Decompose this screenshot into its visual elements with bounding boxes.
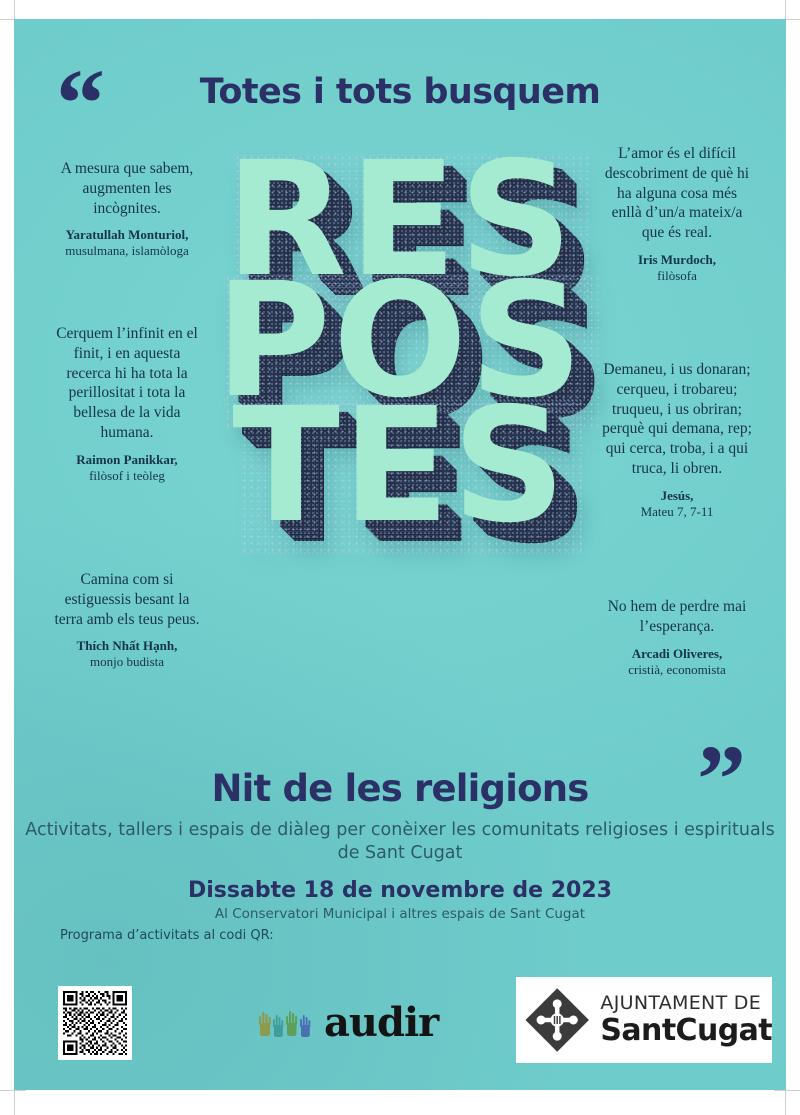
event-title: Nit de les religions xyxy=(211,767,589,810)
wordart-respostes: RES POS TES xyxy=(14,141,786,747)
ajuntament-wordmark: AJUNTAMENT DE SantCugat xyxy=(600,994,772,1046)
quote-attribution: Raimon Panikkar, filòsof i teòleg xyxy=(52,452,202,484)
quote-text: Demaneu, i us donaran; cerqueu, i trobar… xyxy=(602,361,752,478)
quote-attribution: Jesús, Mateu 7, 7-11 xyxy=(602,488,752,520)
quote-author: Thích Nhất Hạnh, xyxy=(76,638,178,654)
event-venue: Al Conservatori Municipal i altres espai… xyxy=(214,905,586,922)
close-quote-icon: ” xyxy=(697,726,746,834)
qr-label: Programa d’activitats al codi QR: xyxy=(60,928,274,943)
poster-canvas: “ ” Totes i tots busquem RES POS TES A m… xyxy=(14,19,786,1090)
quote-attribution: Iris Murdoch, filòsofa xyxy=(602,252,752,284)
crop-mark-bottom-left-h xyxy=(0,1090,26,1091)
quote-author: Arcadi Oliveres, xyxy=(631,645,723,661)
ajuntament-line-2: SantCugat xyxy=(600,1013,772,1048)
quote-text: A mesura que sabem, augmenten les incògn… xyxy=(60,160,194,217)
qr-code-image xyxy=(61,989,129,1057)
quote-author: Iris Murdoch, xyxy=(638,252,716,268)
quote-role: filòsofa xyxy=(657,268,697,283)
crop-mark-top-right-h xyxy=(774,19,800,20)
quote-left-3: Camina com si estiguessis besant la terr… xyxy=(52,570,202,670)
quote-left-1: A mesura que sabem, augmenten les incògn… xyxy=(52,159,202,259)
crop-mark-top-right-v xyxy=(785,0,786,26)
quote-right-3: No hem de perdre mai l’esperança. Arcadi… xyxy=(602,597,752,677)
quote-text: Camina com si estiguessis besant la terr… xyxy=(54,571,200,628)
quote-role: filòsof i teòleg xyxy=(89,467,165,483)
crop-mark-top-left-h xyxy=(0,19,26,20)
crop-mark-top-left-v xyxy=(14,0,15,26)
ajuntament-line-1: AJUNTAMENT DE xyxy=(600,992,762,1014)
ajuntament-logo[interactable]: AJUNTAMENT DE SantCugat xyxy=(516,977,773,1063)
crop-mark-bottom-left-v xyxy=(14,1089,15,1115)
wordart-letter: TES xyxy=(232,387,582,554)
crop-mark-bottom-right-v xyxy=(785,1089,786,1115)
quote-role: monjo budista xyxy=(89,654,165,670)
audir-logo[interactable]: audir xyxy=(256,999,439,1046)
quote-role: musulmana, islamòloga xyxy=(65,243,189,259)
open-quote-icon: “ xyxy=(56,50,105,158)
quote-attribution: Yaratullah Monturiol, musulmana, islamòl… xyxy=(52,227,202,259)
quote-role: Mateu 7, 7-11 xyxy=(640,503,714,519)
qr-code[interactable] xyxy=(58,986,132,1060)
poster-headline: Totes i tots busquem xyxy=(199,72,601,112)
event-description: Activitats, tallers i espais de diàleg p… xyxy=(25,820,775,864)
audir-hands-icon xyxy=(259,1010,311,1037)
event-date: Dissabte 18 de novembre de 2023 xyxy=(188,877,612,903)
audir-wordmark: audir xyxy=(324,999,439,1046)
crop-mark-bottom-right-h xyxy=(774,1090,800,1091)
sant-cugat-emblem-icon xyxy=(525,988,589,1052)
quote-author: Jesús, xyxy=(660,487,694,503)
quote-author: Raimon Panikkar, xyxy=(76,451,178,467)
quote-right-1: L’amor és el difícil descobriment de què… xyxy=(602,144,752,284)
quote-left-2: Cerquem l’infinit en el finit, i en aque… xyxy=(52,324,202,484)
quote-role: cristià, economista xyxy=(628,661,726,677)
quote-attribution: Thích Nhất Hạnh, monjo budista xyxy=(52,638,202,670)
wordart-row-3: TES xyxy=(14,387,786,554)
event-info: Nit de les religions Activitats, tallers… xyxy=(14,767,786,922)
quote-text: Cerquem l’infinit en el finit, i en aque… xyxy=(56,325,198,442)
quote-text: L’amor és el difícil descobriment de què… xyxy=(604,145,750,242)
quote-right-2: Demaneu, i us donaran; cerqueu, i trobar… xyxy=(602,360,752,520)
quote-text: No hem de perdre mai l’esperança. xyxy=(607,598,747,635)
quote-attribution: Arcadi Oliveres, cristià, economista xyxy=(602,646,752,678)
quote-author: Yaratullah Monturiol, xyxy=(65,227,189,243)
